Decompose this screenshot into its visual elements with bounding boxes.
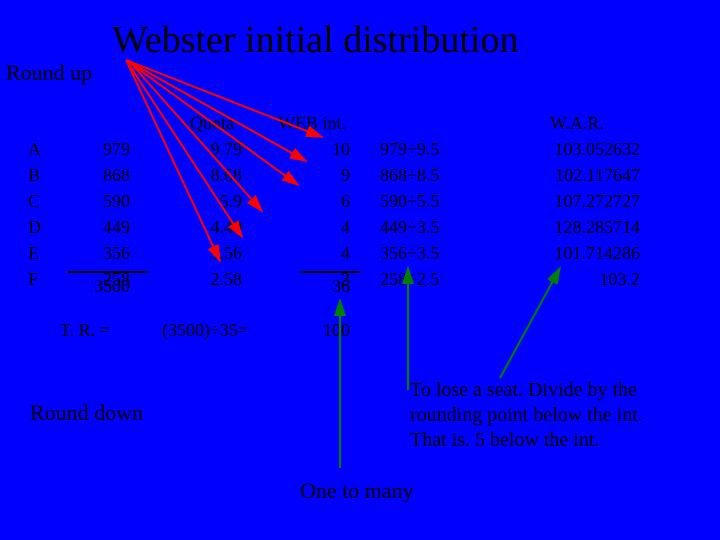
round-down-label: Round down (30, 400, 143, 426)
war-cell: 103.052632 (0, 139, 640, 160)
sum-web: 36 (0, 276, 350, 297)
header-war: W.A.R. (550, 113, 604, 134)
header-web: WEB int. (278, 113, 346, 134)
note-line-3: That is. 5 below the int. (410, 428, 643, 453)
war-cell: 128.285714 (0, 217, 640, 238)
war-cell: 102.117647 (0, 165, 640, 186)
note-block: To lose a seat. Divide by the rounding p… (410, 378, 643, 453)
header-quota: Quota (190, 113, 234, 134)
war-cell: 107.272727 (0, 191, 640, 212)
slide-title: Webster initial distribution (112, 18, 518, 62)
one-to-many-label: One to many (300, 478, 414, 504)
note-line-1: To lose a seat. Divide by the (410, 378, 643, 403)
tr-result: 100 (0, 320, 350, 341)
note-line-2: rounding point below the int. (410, 403, 643, 428)
round-up-label: Round up (6, 60, 92, 86)
war-cell: 101.714286 (0, 243, 640, 264)
